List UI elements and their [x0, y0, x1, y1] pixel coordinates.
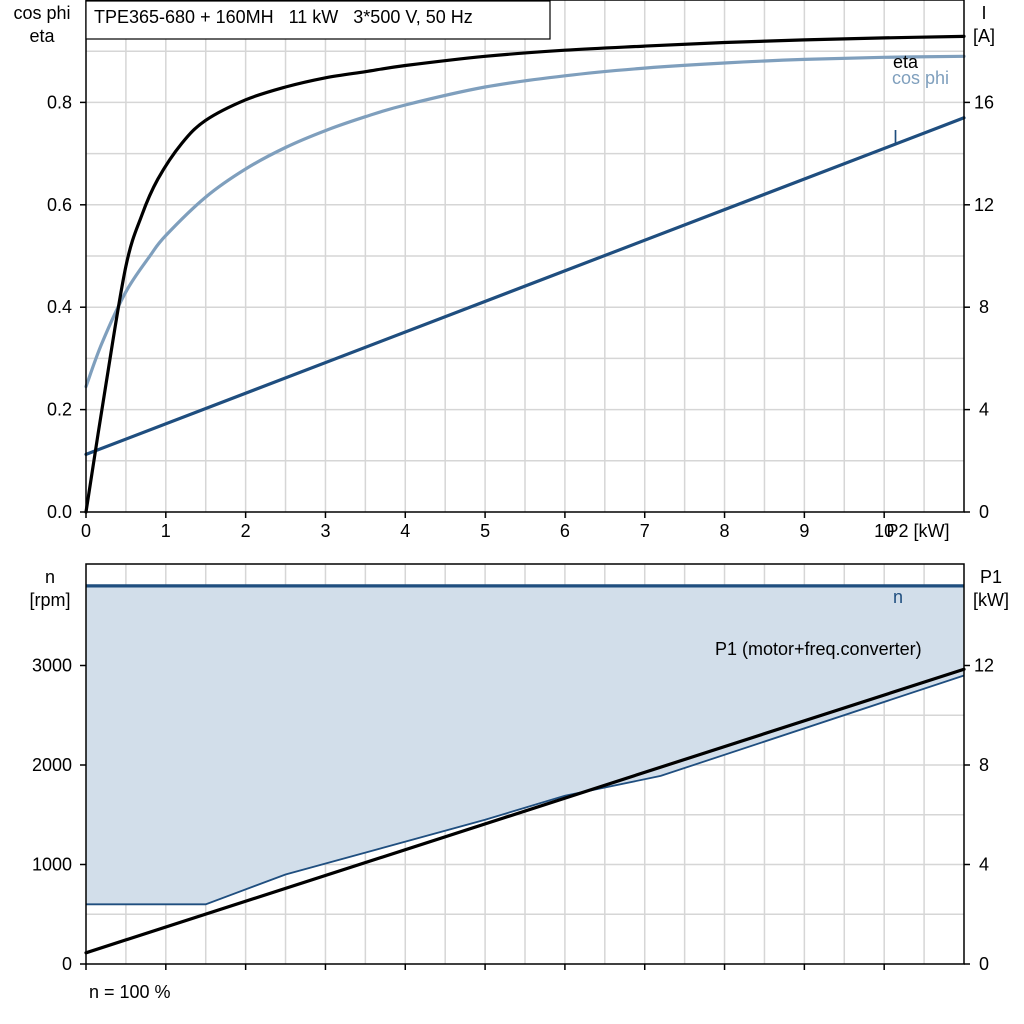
left-axis-label-rpm: [rpm]: [29, 590, 70, 610]
x-tick-label: 8: [720, 521, 730, 541]
x-tick-label: 4: [400, 521, 410, 541]
right-y-tick-label: 4: [979, 400, 989, 420]
series-label-current: I: [893, 127, 898, 147]
eta-curve: [84, 34, 966, 514]
x-axis-label: P2 [kW]: [886, 521, 949, 541]
right-axis-label-a-unit: [A]: [973, 26, 995, 46]
p1-annotation: P1 (motor+freq.converter): [715, 639, 922, 659]
left-y-tick-label: 0.0: [47, 502, 72, 522]
right-axis-label-i: I: [981, 3, 986, 23]
x-tick-label: 6: [560, 521, 570, 541]
title-box: [85, 0, 551, 40]
left-y-tick-label: 0.2: [47, 400, 72, 420]
left-axis-label-cosphi: cos phi: [13, 3, 70, 23]
p1-power-line: [84, 667, 966, 955]
right-y-tick-label: 16: [974, 92, 994, 112]
rpm-tick-label: 0: [62, 954, 72, 974]
x-tick-label: 5: [480, 521, 490, 541]
x-tick-label: 10: [874, 521, 894, 541]
left-axis-label-n: n: [45, 567, 55, 587]
rpm-tick-label: 2000: [32, 755, 72, 775]
min-speed-curve: [86, 674, 965, 906]
right-y-tick-label: 12: [974, 195, 994, 215]
rpm-tick-label: 1000: [32, 855, 72, 875]
left-axis-label-eta: eta: [29, 26, 55, 46]
series-label-eta: eta: [893, 52, 919, 72]
p1-tick-label: 0: [979, 954, 989, 974]
p1-tick-label: 4: [979, 855, 989, 875]
right-y-tick-label: 0: [979, 502, 989, 522]
rpm-tick-label: 3000: [32, 656, 72, 676]
chart-title: TPE365-680 + 160MH 11 kW 3*500 V, 50 Hz: [94, 7, 473, 27]
x-tick-label: 9: [799, 521, 809, 541]
x-tick-label: 2: [241, 521, 251, 541]
top-chart-grid: [86, 0, 964, 512]
x-tick-label: 7: [640, 521, 650, 541]
left-y-tick-label: 0.4: [47, 297, 72, 317]
bottom-chart-ticks: 0 1000 2000 3000 0 4 8 12: [32, 656, 994, 975]
top-chart-series: [84, 34, 966, 514]
series-label-cosphi: cos phi: [892, 68, 949, 88]
p1-tick-label: 8: [979, 755, 989, 775]
right-y-tick-label: 8: [979, 297, 989, 317]
x-tick-label: 3: [320, 521, 330, 541]
x-tick-label: 1: [161, 521, 171, 541]
bottom-chart-series: [84, 584, 966, 955]
operating-range-area: [86, 585, 964, 905]
p1-tick-label: 12: [974, 656, 994, 676]
series-label-n: n: [893, 587, 903, 607]
right-axis-label-kw-unit: [kW]: [973, 590, 1009, 610]
speed-footnote: n = 100 %: [89, 982, 171, 1002]
x-tick-label: 0: [81, 521, 91, 541]
cosphi-curve: [84, 54, 966, 389]
bottom-chart-frame: [85, 563, 965, 965]
top-chart-frame: [85, 0, 965, 513]
left-y-tick-label: 0.8: [47, 92, 72, 112]
left-y-tick-label: 0.6: [47, 195, 72, 215]
right-axis-label-p1: P1: [980, 567, 1002, 587]
current-line: [84, 116, 966, 456]
